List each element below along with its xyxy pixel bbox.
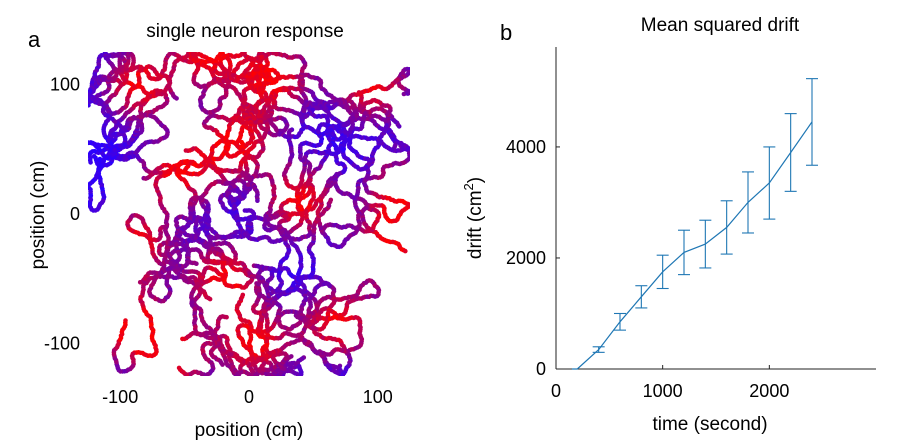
panel-a-title: single neuron response bbox=[146, 21, 344, 42]
scatter-point bbox=[403, 248, 408, 254]
scatter-point bbox=[88, 160, 93, 165]
scatter-points bbox=[88, 52, 410, 376]
panel-a: a single neuron response -100 0 100 -10001… bbox=[28, 21, 410, 441]
scatter-point bbox=[131, 114, 137, 120]
panel-a-label: a bbox=[28, 27, 41, 52]
scatter-point bbox=[243, 176, 249, 181]
scatter-point bbox=[224, 314, 229, 320]
scatter-point bbox=[255, 198, 260, 203]
scatter-point bbox=[289, 354, 294, 359]
scatter-point bbox=[250, 135, 256, 140]
scatter-point bbox=[194, 261, 199, 267]
scatter-point bbox=[299, 99, 305, 104]
scatter-point bbox=[390, 147, 395, 153]
scatter-point bbox=[220, 362, 225, 367]
scatter-point bbox=[145, 91, 150, 96]
scatter-point bbox=[240, 292, 246, 298]
scatter-point bbox=[123, 318, 128, 323]
scatter-point bbox=[289, 212, 295, 217]
scatter-point bbox=[327, 283, 333, 289]
